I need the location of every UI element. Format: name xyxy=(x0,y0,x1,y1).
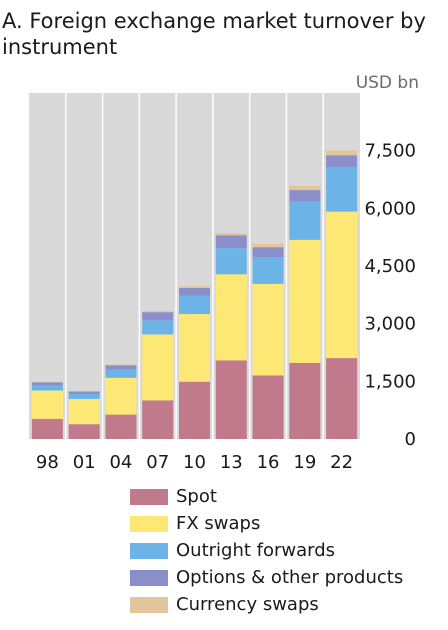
bar-segment-options-other-products-22 xyxy=(326,155,358,168)
y-tick-label: 1,500 xyxy=(364,371,416,392)
chart-title: A. Foreign exchange market turnover by i… xyxy=(2,9,426,59)
legend-swatch xyxy=(130,596,168,613)
bar-segment-outright-forwards-19 xyxy=(289,201,321,240)
bar-segment-currency-swaps-07 xyxy=(142,310,174,313)
legend-swatch xyxy=(130,542,168,559)
x-tick-label: 04 xyxy=(109,452,132,473)
bar-segment-outright-forwards-13 xyxy=(215,248,247,275)
bar-segment-options-other-products-19 xyxy=(289,190,321,202)
bar-segment-outright-forwards-16 xyxy=(252,256,284,284)
legend-label: FX swaps xyxy=(176,513,261,534)
bar-segment-spot-19 xyxy=(289,362,321,439)
bar-segment-spot-01 xyxy=(68,424,100,439)
legend-label: Spot xyxy=(176,486,217,507)
bar-segment-currency-swaps-22 xyxy=(326,150,358,156)
legend-item: Currency swaps xyxy=(130,591,403,618)
y-tick-label: 0 xyxy=(405,429,416,450)
bar-segment-currency-swaps-16 xyxy=(252,243,284,248)
bar-segment-spot-07 xyxy=(142,400,174,439)
bar-segment-spot-22 xyxy=(326,358,358,439)
bar-segment-spot-04 xyxy=(105,414,137,439)
bar-segment-fx-swaps-16 xyxy=(252,283,284,376)
bar-segment-fx-swaps-07 xyxy=(142,334,174,401)
bar-segment-fx-swaps-22 xyxy=(326,211,358,359)
bar-segment-options-other-products-16 xyxy=(252,247,284,257)
bar-segment-fx-swaps-01 xyxy=(68,399,100,425)
bar-segment-options-other-products-07 xyxy=(142,312,174,321)
x-tick-label: 10 xyxy=(183,452,206,473)
bar-segment-fx-swaps-98 xyxy=(31,390,63,419)
bar-segment-options-other-products-13 xyxy=(215,235,247,249)
legend-label: Options & other products xyxy=(176,567,404,588)
bar-segment-fx-swaps-13 xyxy=(215,274,247,361)
bar-segment-currency-swaps-04 xyxy=(105,364,137,366)
stacked-bar-chart: USD bn 0 1,500 3,000 4,500 6,000 7,500 98 01 04… xyxy=(29,73,419,473)
bar-segment-spot-10 xyxy=(179,381,210,439)
y-tick-label: 6,000 xyxy=(364,198,416,219)
bar-segment-spot-98 xyxy=(31,418,63,439)
legend-item: Outright forwards xyxy=(130,537,403,564)
bar-segment-outright-forwards-04 xyxy=(105,369,137,378)
bar-segment-options-other-products-04 xyxy=(105,365,137,370)
unit-label: USD bn xyxy=(356,73,419,93)
bar-segment-outright-forwards-07 xyxy=(142,320,174,335)
x-tick-label: 22 xyxy=(330,452,353,473)
x-tick-label: 01 xyxy=(73,452,96,473)
bar-segment-currency-swaps-19 xyxy=(289,185,321,191)
y-tick-label: 7,500 xyxy=(364,141,416,162)
bar-segment-outright-forwards-10 xyxy=(179,295,210,315)
x-tick-label: 07 xyxy=(146,452,169,473)
x-tick-label: 98 xyxy=(36,452,59,473)
bar-segment-options-other-products-98 xyxy=(31,382,63,386)
bar-segment-spot-16 xyxy=(252,375,284,439)
x-tick-label: 19 xyxy=(293,452,316,473)
legend-swatch xyxy=(130,488,168,505)
legend-item: FX swaps xyxy=(130,510,403,537)
bar-segment-outright-forwards-22 xyxy=(326,167,358,212)
bar-segment-options-other-products-10 xyxy=(179,287,210,296)
bar-segment-outright-forwards-01 xyxy=(68,394,100,400)
legend: Spot FX swaps Outright forwards Options & o… xyxy=(130,483,403,618)
bar-segment-currency-swaps-13 xyxy=(215,233,247,236)
bar-segment-currency-swaps-10 xyxy=(179,286,210,288)
legend-swatch xyxy=(130,515,168,532)
bar-segment-fx-swaps-04 xyxy=(105,377,137,415)
x-tick-label: 13 xyxy=(220,452,243,473)
bar-segment-spot-13 xyxy=(215,360,247,439)
y-tick-label: 4,500 xyxy=(364,256,416,277)
legend-swatch xyxy=(130,569,168,586)
legend-label: Currency swaps xyxy=(176,594,319,615)
bar-segment-outright-forwards-98 xyxy=(31,385,63,391)
legend-item: Spot xyxy=(130,483,403,510)
bar-segment-options-other-products-01 xyxy=(68,391,100,395)
bar-segment-fx-swaps-19 xyxy=(289,239,321,363)
x-tick-label: 16 xyxy=(257,452,280,473)
y-tick-label: 3,000 xyxy=(364,314,416,335)
legend-label: Outright forwards xyxy=(176,540,336,561)
bar-segment-fx-swaps-10 xyxy=(179,314,210,382)
legend-item: Options & other products xyxy=(130,564,403,591)
